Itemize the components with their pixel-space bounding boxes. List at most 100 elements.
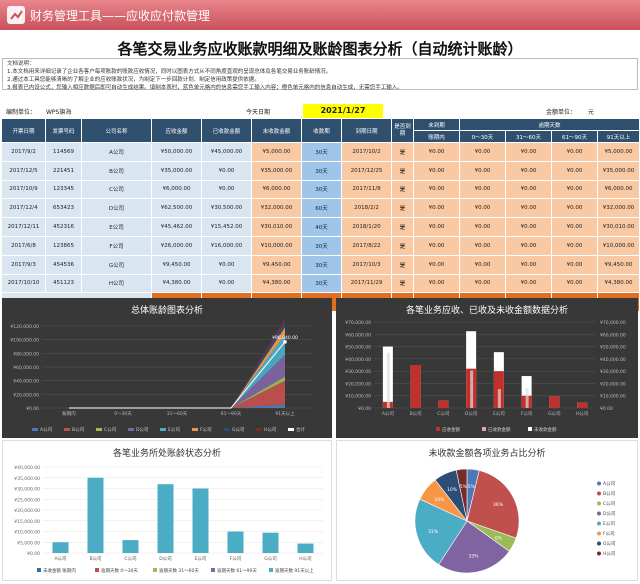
cell-invoice-no[interactable]: 451123 (45, 273, 82, 294)
y-tick-label: ¥30,000.00 (345, 369, 371, 375)
cell-invoice-date[interactable]: 2017/10/9 (1, 179, 46, 200)
cell-receivable[interactable]: ¥26,000.00 (151, 235, 202, 256)
cell-receivable[interactable]: ¥62,500.00 (151, 198, 202, 219)
cell-company[interactable]: E公司 (81, 217, 152, 237)
legend-swatch (224, 428, 230, 431)
cell-received[interactable]: ¥16,000.00 (201, 235, 252, 256)
chart-aging-status[interactable]: 各笔业务所处账龄状态分析 ¥0.00 ¥5,000.00 ¥10,000.00 ¥15… (2, 440, 332, 581)
bar (87, 477, 104, 553)
cell-invoice-no[interactable]: 452316 (45, 217, 82, 237)
chart-amounts[interactable]: 各笔业务应收、已收及未收金额数据分析 ¥0.00 ¥0.00 ¥10,000.00 ¥… (336, 298, 638, 438)
cell-company[interactable]: G公司 (81, 254, 152, 275)
today-date[interactable]: 2021/1/27 (303, 104, 383, 118)
cell-receivable[interactable]: ¥45,462.00 (151, 217, 202, 237)
x-tick-label: 91天以上 (275, 410, 295, 417)
cell-term[interactable]: 60天 (301, 198, 342, 219)
notes-line-1: 1.本文档用来详细记录了企业各客户每项账款的账款应收情况，同时以图表方式从不同角… (7, 69, 332, 75)
cell-in-term: ¥0.00 (413, 273, 460, 294)
bar (52, 542, 69, 553)
cell-term[interactable]: 40天 (301, 217, 342, 237)
chart-plot: ¥0.00 ¥5,000.00 ¥10,000.00 ¥15,000.00 ¥20,00… (14, 465, 323, 574)
y-tick-label: ¥35,000.00 (14, 476, 40, 482)
cell-receivable[interactable]: ¥4,380.00 (151, 273, 202, 294)
cell-received[interactable]: ¥45,000.00 (201, 142, 252, 162)
cell-received[interactable]: ¥0.00 (201, 179, 252, 200)
chart-unreceived-share[interactable]: 未收款金额各项业务占比分析 5% 36% 6% 33% 31% 10% 10% 5% A公司 B公… (336, 440, 638, 581)
cell-invoice-date[interactable]: 2017/6/8 (1, 235, 46, 256)
cell-receivable[interactable]: ¥6,000.00 (151, 179, 202, 200)
table-row: 2017/6/8 123865 F公司 ¥26,000.00 ¥16,000.00 ¥10… (1, 235, 640, 256)
cell-invoice-date[interactable]: 2017/10/10 (1, 273, 46, 294)
cell-company[interactable]: H公司 (81, 273, 152, 294)
cell-received[interactable]: ¥0.00 (201, 160, 252, 181)
cell-company[interactable]: D公司 (81, 198, 152, 219)
y-tick-label: ¥5,000.00 (17, 540, 40, 546)
legend-label: 合计 (296, 426, 305, 433)
legend-swatch (597, 521, 601, 526)
cell-receivable[interactable]: ¥50,000.00 (151, 142, 202, 162)
cell-61-90: ¥0.00 (551, 217, 598, 237)
table-row: 2017/9/3 454536 G公司 ¥9,450.00 ¥0.00 ¥9,450.00… (1, 254, 640, 275)
legend-label: C公司 (104, 427, 116, 433)
cell-company[interactable]: F公司 (81, 235, 152, 256)
cell-company[interactable]: B公司 (81, 160, 152, 181)
cell-company[interactable]: C公司 (81, 179, 152, 200)
cell-received[interactable]: ¥15,452.00 (201, 217, 252, 237)
table-row: 2017/10/9 123345 C公司 ¥6,000.00 ¥0.00 ¥6,000.0… (1, 179, 640, 200)
y-tick-label: ¥40,000.00 (345, 357, 371, 363)
cell-invoice-no[interactable]: 114569 (45, 142, 82, 162)
today-label: 今天日期 (246, 109, 271, 116)
legend-label: E公司 (168, 427, 180, 433)
chart-plot: ¥0.00 ¥20,000.00 ¥40,000.00 ¥60,000.00 ¥80,0… (10, 317, 312, 433)
cell-term[interactable]: 30天 (301, 235, 342, 256)
cell-receivable[interactable]: ¥35,000.00 (151, 160, 202, 181)
y-tick-label: ¥20,000.00 (345, 381, 371, 387)
cell-invoice-no[interactable]: 123345 (45, 179, 82, 200)
legend-swatch (597, 491, 601, 496)
cell-term[interactable]: 30天 (301, 160, 342, 181)
cell-0-30: ¥0.00 (459, 235, 506, 256)
x-tick-label: A公司 (382, 411, 394, 417)
bar (192, 488, 209, 553)
y-tick-label: ¥70,000.00 (345, 320, 371, 326)
app-logo-icon (7, 6, 25, 24)
cell-term[interactable]: 30天 (301, 254, 342, 275)
pie-slice-B公司 (466, 470, 520, 539)
cell-received[interactable]: ¥0.00 (201, 254, 252, 275)
cell-term[interactable]: 30天 (301, 179, 342, 200)
x-tick-label: B公司 (89, 556, 101, 562)
cell-term[interactable]: 30天 (301, 273, 342, 294)
notes-heading: 文档说明： (7, 61, 35, 67)
pie-slice-H公司 (455, 468, 468, 522)
cell-invoice-date[interactable]: 2017/12/5 (1, 160, 46, 181)
bar-received (497, 389, 501, 408)
col-overdue-days: 逾期天数 (458, 118, 640, 131)
legend-swatch (597, 481, 601, 486)
cell-in-term: ¥0.00 (413, 254, 460, 275)
cell-31-60: ¥0.00 (505, 254, 552, 275)
cell-invoice-date[interactable]: 2017/9/3 (1, 254, 46, 275)
cell-unreceived: ¥6,000.00 (251, 179, 302, 200)
cell-invoice-date[interactable]: 2017/12/11 (1, 217, 46, 237)
cell-invoice-no[interactable]: 221451 (45, 160, 82, 181)
chart-title: 未收款金额各项业务占比分析 (428, 449, 546, 459)
cell-is-due: 是 (391, 254, 414, 275)
chart-title: 各笔业务所处账龄状态分析 (112, 449, 221, 459)
cell-term[interactable]: 30天 (301, 142, 342, 162)
chart-title: 各笔业务应收、已收及未收金额数据分析 (405, 306, 568, 316)
unit-value[interactable]: WPS旗海 (46, 109, 72, 116)
cell-invoice-date[interactable]: 2017/12/4 (1, 198, 46, 219)
receivables-table: 开票日期 发票号码 公司名称 应收金额 已收款金额 未收款金额 收款期 到期日期… (1, 118, 640, 313)
cell-receivable[interactable]: ¥9,450.00 (151, 254, 202, 275)
x-tick-label: H公司 (576, 411, 588, 417)
cell-91-plus: ¥35,000.00 (596, 160, 640, 181)
cell-received[interactable]: ¥0.00 (201, 273, 252, 294)
cell-invoice-no[interactable]: 653423 (45, 198, 82, 219)
cell-due-date: 2017/12/25 (341, 160, 392, 181)
chart-overall-aging[interactable]: 总体账龄图表分析 ¥0.00 ¥20,000.00 ¥40,000.00 ¥60,00… (2, 298, 332, 438)
cell-company[interactable]: A公司 (81, 142, 152, 162)
cell-received[interactable]: ¥30,500.00 (201, 198, 252, 219)
cell-invoice-no[interactable]: 454536 (45, 254, 82, 275)
cell-invoice-no[interactable]: 123865 (45, 235, 82, 256)
cell-invoice-date[interactable]: 2017/9/2 (1, 142, 46, 162)
